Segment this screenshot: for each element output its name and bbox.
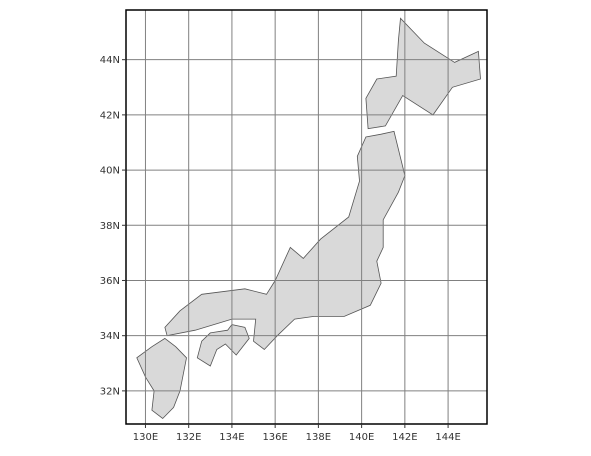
x-tick-label: 144E	[435, 432, 460, 443]
y-tick-label: 32N	[100, 386, 120, 397]
y-tick-label: 34N	[100, 331, 120, 342]
x-tick-label: 140E	[349, 432, 374, 443]
y-tick-label: 36N	[100, 276, 120, 287]
land-shikoku	[196, 324, 250, 367]
x-tick-label: 130E	[133, 432, 158, 443]
x-tick-label: 142E	[392, 432, 417, 443]
y-tick-labels: 32N 34N 36N 38N 40N 42N 44N	[100, 55, 126, 397]
graticule	[126, 10, 487, 424]
x-tick-label: 134E	[219, 432, 244, 443]
x-tick-label: 136E	[262, 432, 287, 443]
map-frame	[125, 9, 488, 425]
land-hokkaido	[365, 17, 481, 130]
y-tick-label: 38N	[100, 221, 120, 232]
land-layer	[136, 17, 481, 420]
y-tick-label: 40N	[100, 166, 120, 177]
land-kyushu	[136, 337, 187, 420]
x-tick-label: 138E	[306, 432, 331, 443]
x-tick-labels: 130E 132E 134E 136E 138E 140E 142E 144E	[133, 424, 461, 443]
y-tick-label: 42N	[100, 110, 120, 121]
x-tick-label: 132E	[176, 432, 201, 443]
y-tick-label: 44N	[100, 55, 120, 66]
